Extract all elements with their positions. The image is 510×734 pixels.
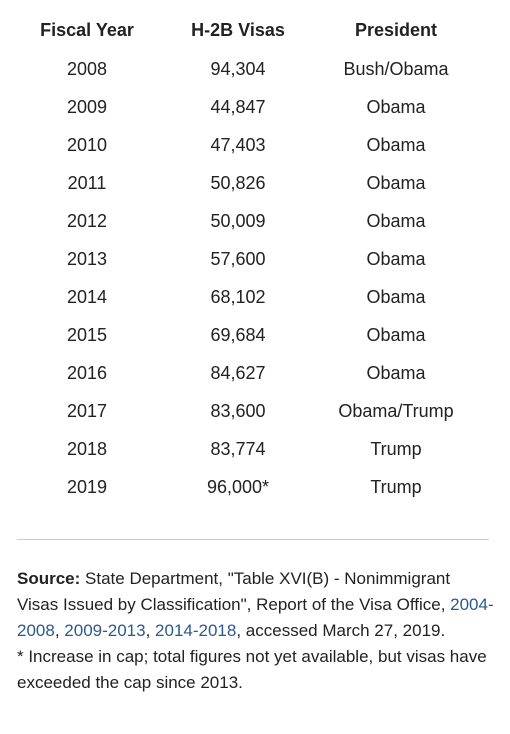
visa-table: Fiscal Year H-2B Visas President 2008 94,30… — [0, 10, 490, 506]
table-cell: Obama/Trump — [338, 400, 454, 421]
table-row: 2019 96,000* Trump — [0, 468, 490, 506]
table-cell: 2010 — [66, 134, 108, 155]
table-cell: 2012 — [66, 210, 108, 231]
source-text: , — [145, 621, 156, 640]
table-row: 2017 83,600 Obama/Trump — [0, 392, 490, 430]
source-link[interactable]: 2004-2008 — [17, 595, 494, 640]
table-cell: 83,600 — [210, 400, 266, 421]
table-cell: 50,009 — [210, 210, 266, 231]
table-row: 2018 83,774 Trump — [0, 430, 490, 468]
table-row: 2016 84,627 Obama — [0, 354, 490, 392]
table-cell: 2008 — [66, 58, 108, 79]
table-cell: Bush/Obama — [343, 58, 449, 79]
table-cell: 47,403 — [210, 134, 266, 155]
table-cell: Obama — [366, 96, 426, 117]
table-cell: Obama — [366, 210, 426, 231]
table-cell: Trump — [370, 438, 422, 459]
table-cell: 84,627 — [210, 362, 266, 383]
table-cell: 2017 — [66, 400, 108, 421]
table-row: 2008 94,304 Bush/Obama — [0, 50, 490, 88]
table-row: 2014 68,102 Obama — [0, 278, 490, 316]
table-cell: Obama — [366, 362, 426, 383]
table-row: 2011 50,826 Obama — [0, 164, 490, 202]
table-row: 2010 47,403 Obama — [0, 126, 490, 164]
table-cell: Trump — [370, 476, 422, 497]
table-row: 2013 57,600 Obama — [0, 240, 490, 278]
table-body: 2008 94,304 Bush/Obama 2009 44,847 Obama 2010 4… — [0, 50, 490, 506]
table-cell: 69,684 — [210, 324, 266, 345]
table-cell: Obama — [366, 248, 426, 269]
source-paragraph: Source: State Department, "Table XVI(B) … — [17, 566, 495, 644]
source-link[interactable]: 2014-2018 — [155, 621, 237, 640]
table-cell: 96,000* — [206, 476, 270, 497]
footnote: * Increase in cap; total figures not yet… — [17, 647, 487, 692]
header-row: Fiscal Year H-2B Visas President — [0, 10, 490, 50]
table-cell: 2019 — [66, 476, 108, 497]
table-row: 2015 69,684 Obama — [0, 316, 490, 354]
source-note: Source: State Department, "Table XVI(B) … — [17, 566, 495, 696]
source-label: Source: — [17, 569, 81, 588]
table-cell: 94,304 — [210, 58, 266, 79]
table-cell: 2018 — [66, 438, 108, 459]
table-cell: Obama — [366, 286, 426, 307]
table-cell: 50,826 — [210, 172, 266, 193]
table-cell: Obama — [366, 172, 426, 193]
table-cell: 2014 — [66, 286, 108, 307]
table-cell: 2011 — [67, 172, 107, 193]
table-cell: 2009 — [66, 96, 108, 117]
table-cell: 2013 — [66, 248, 108, 269]
table-cell: 83,774 — [210, 438, 266, 459]
source-text: , accessed March 27, 2019. — [236, 621, 446, 640]
divider — [17, 539, 489, 540]
table-cell: 57,600 — [210, 248, 266, 269]
table-cell: 2015 — [66, 324, 108, 345]
column-header: President — [354, 19, 438, 40]
source-text: State Department, "Table XVI(B) - Nonimm… — [17, 569, 451, 614]
table-cell: Obama — [366, 324, 426, 345]
table-cell: 2016 — [66, 362, 108, 383]
table-cell: 44,847 — [210, 96, 266, 117]
source-text: , — [54, 621, 65, 640]
table-cell: 68,102 — [210, 286, 266, 307]
column-header: H-2B Visas — [191, 19, 285, 40]
table-row: 2012 50,009 Obama — [0, 202, 490, 240]
table-row: 2009 44,847 Obama — [0, 88, 490, 126]
column-header: Fiscal Year — [40, 19, 134, 40]
source-link[interactable]: 2009-2013 — [64, 621, 146, 640]
table-cell: Obama — [366, 134, 426, 155]
